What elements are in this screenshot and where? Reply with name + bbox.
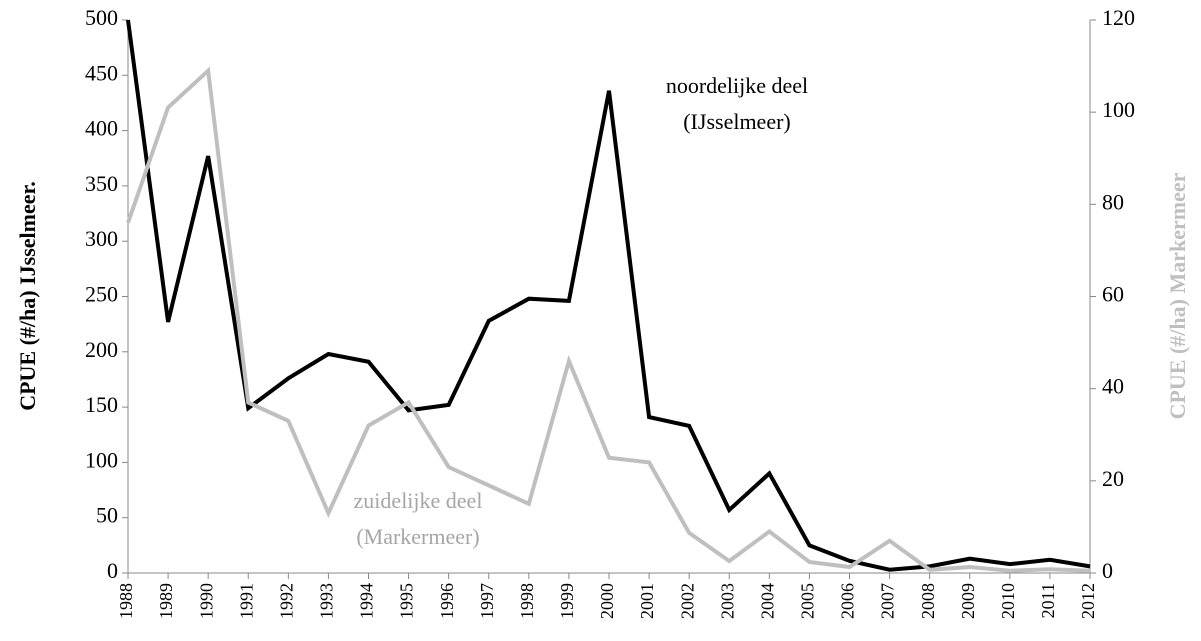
x-tick-label: 1988 xyxy=(116,583,136,619)
x-tick-label: 2006 xyxy=(838,583,858,619)
y-tick-label: 150 xyxy=(85,392,118,417)
x-tick-label: 2005 xyxy=(798,583,818,619)
y-tick-label: 50 xyxy=(96,503,118,528)
x-tick-label: 2002 xyxy=(677,583,697,619)
y-tick-label: 500 xyxy=(85,5,118,30)
y2-axis-title: CPUE (#/ha) Markermeer xyxy=(1165,172,1190,419)
y2-tick-label: 20 xyxy=(1102,466,1124,491)
y-tick-label: 400 xyxy=(85,116,118,141)
y2-tick-label: 100 xyxy=(1102,97,1135,122)
y2-tick-label: 0 xyxy=(1102,558,1113,583)
x-tick-label: 1991 xyxy=(236,583,256,619)
x-tick-label: 2004 xyxy=(757,583,777,619)
x-tick-label: 1990 xyxy=(196,583,216,619)
x-tick-label: 2011 xyxy=(1038,583,1058,618)
y2-tick-label: 40 xyxy=(1102,374,1124,399)
series-label: (IJsselmeer) xyxy=(683,109,791,134)
y-axis-title: CPUE (#/ha) IJsselmeer. xyxy=(15,181,40,411)
x-tick-label: 1993 xyxy=(317,583,337,619)
y-tick-label: 450 xyxy=(85,60,118,85)
y-tick-label: 0 xyxy=(107,558,118,583)
y-tick-label: 200 xyxy=(85,337,118,362)
series-label: noordelijke deel xyxy=(666,73,808,98)
x-tick-label: 1992 xyxy=(276,583,296,619)
x-tick-label: 1998 xyxy=(517,583,537,619)
y-tick-label: 300 xyxy=(85,226,118,251)
x-tick-label: 1996 xyxy=(437,583,457,619)
y2-tick-label: 120 xyxy=(1102,5,1135,30)
series-label: (Markermeer) xyxy=(356,524,479,549)
y2-tick-label: 80 xyxy=(1102,189,1124,214)
x-tick-label: 2000 xyxy=(597,583,617,619)
x-tick-label: 2001 xyxy=(637,583,657,619)
x-tick-label: 2010 xyxy=(998,583,1018,619)
series-line xyxy=(126,19,1091,572)
y-tick-label: 350 xyxy=(85,171,118,196)
series-label: zuidelijke deel xyxy=(354,488,483,513)
x-tick-label: 2003 xyxy=(717,583,737,619)
x-tick-label: 2012 xyxy=(1078,583,1098,619)
x-tick-label: 1997 xyxy=(477,583,497,619)
x-tick-label: 1994 xyxy=(357,583,377,619)
x-tick-label: 1989 xyxy=(156,583,176,619)
x-tick-label: 1995 xyxy=(397,583,417,619)
x-tick-label: 1999 xyxy=(557,583,577,619)
x-tick-label: 2007 xyxy=(878,583,898,619)
series-line xyxy=(126,66,1091,573)
x-tick-label: 2009 xyxy=(958,583,978,619)
y-tick-label: 250 xyxy=(85,282,118,307)
y-tick-label: 100 xyxy=(85,447,118,472)
y2-tick-label: 60 xyxy=(1102,282,1124,307)
x-tick-label: 2008 xyxy=(918,583,938,619)
